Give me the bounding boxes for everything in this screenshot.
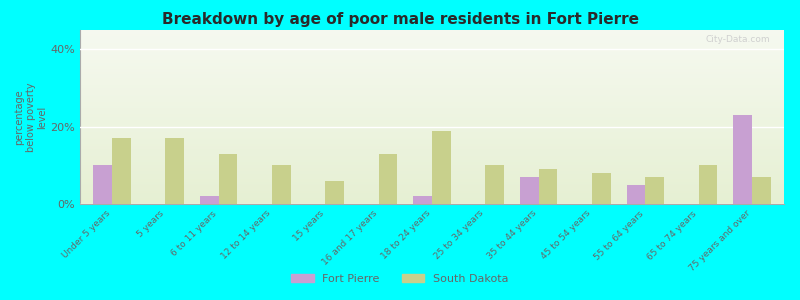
Text: City-Data.com: City-Data.com: [706, 35, 770, 44]
Bar: [432, 130, 450, 204]
Bar: [94, 165, 112, 204]
Bar: [326, 181, 344, 204]
Bar: [734, 115, 752, 204]
Bar: [698, 165, 718, 204]
Text: Breakdown by age of poor male residents in Fort Pierre: Breakdown by age of poor male residents …: [162, 12, 638, 27]
Y-axis label: percentage
below poverty
level: percentage below poverty level: [14, 82, 48, 152]
Bar: [520, 177, 538, 204]
Bar: [112, 138, 130, 204]
Bar: [486, 165, 504, 204]
Bar: [646, 177, 664, 204]
Bar: [200, 196, 218, 204]
Bar: [166, 138, 184, 204]
Bar: [218, 154, 238, 204]
Bar: [414, 196, 432, 204]
Bar: [592, 173, 610, 204]
Legend: Fort Pierre, South Dakota: Fort Pierre, South Dakota: [287, 270, 513, 288]
Bar: [378, 154, 398, 204]
Bar: [752, 177, 770, 204]
Bar: [626, 185, 646, 204]
Bar: [538, 169, 558, 204]
Bar: [272, 165, 290, 204]
